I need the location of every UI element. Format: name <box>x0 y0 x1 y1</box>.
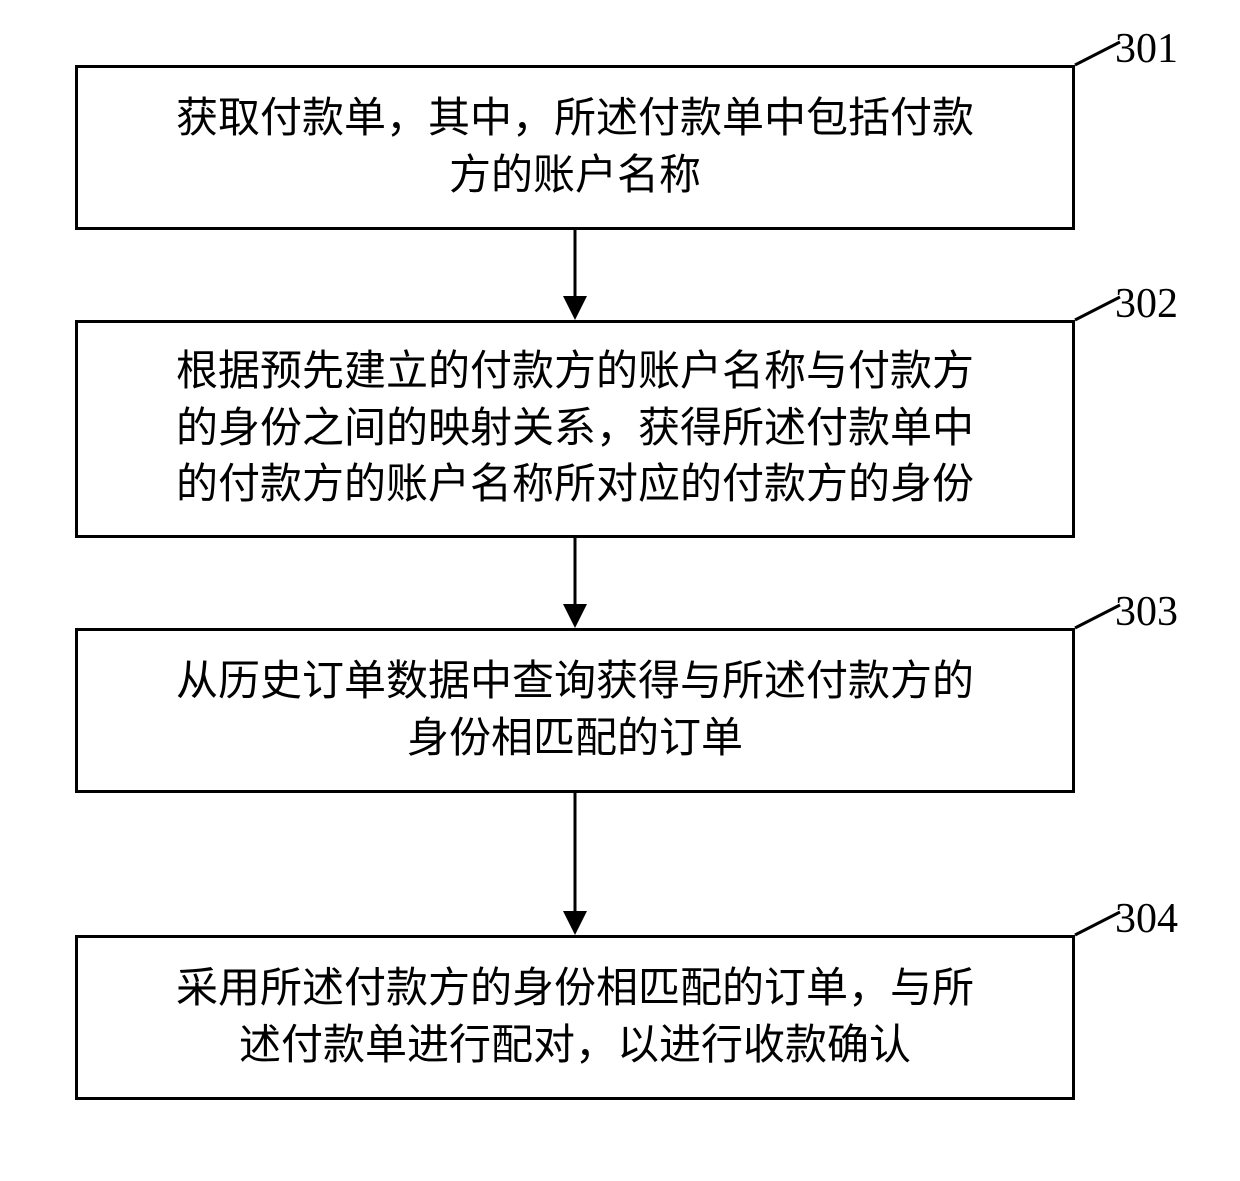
flow-arrow-head <box>563 296 587 320</box>
flow-step-text: 根据预先建立的付款方的账户名称与付款方 的身份之间的映射关系，获得所述付款单中 … <box>176 344 974 514</box>
flow-step-3: 从历史订单数据中查询获得与所述付款方的 身份相匹配的订单 <box>75 628 1075 793</box>
flow-step-text: 采用所述付款方的身份相匹配的订单，与所 述付款单进行配对，以进行收款确认 <box>176 961 974 1074</box>
flow-step-text: 获取付款单，其中，所述付款单中包括付款 方的账户名称 <box>176 91 974 204</box>
flowchart-canvas: 获取付款单，其中，所述付款单中包括付款 方的账户名称 301 根据预先建立的付款方的… <box>0 0 1240 1181</box>
flow-step-2: 根据预先建立的付款方的账户名称与付款方 的身份之间的映射关系，获得所述付款单中 … <box>75 320 1075 538</box>
flow-step-1: 获取付款单，其中，所述付款单中包括付款 方的账户名称 <box>75 65 1075 230</box>
flow-step-text: 从历史订单数据中查询获得与所述付款方的 身份相匹配的订单 <box>176 654 974 767</box>
step-label-leader <box>1075 42 1120 65</box>
flow-arrow-head <box>563 911 587 935</box>
step-label-leader <box>1075 912 1120 935</box>
step-number-label: 304 <box>1115 895 1178 943</box>
step-number-label: 301 <box>1115 25 1178 73</box>
flow-arrow-head <box>563 604 587 628</box>
step-number-label: 303 <box>1115 588 1178 636</box>
flow-step-4: 采用所述付款方的身份相匹配的订单，与所 述付款单进行配对，以进行收款确认 <box>75 935 1075 1100</box>
step-label-leader <box>1075 297 1120 320</box>
step-number-label: 302 <box>1115 280 1178 328</box>
step-label-leader <box>1075 605 1120 628</box>
